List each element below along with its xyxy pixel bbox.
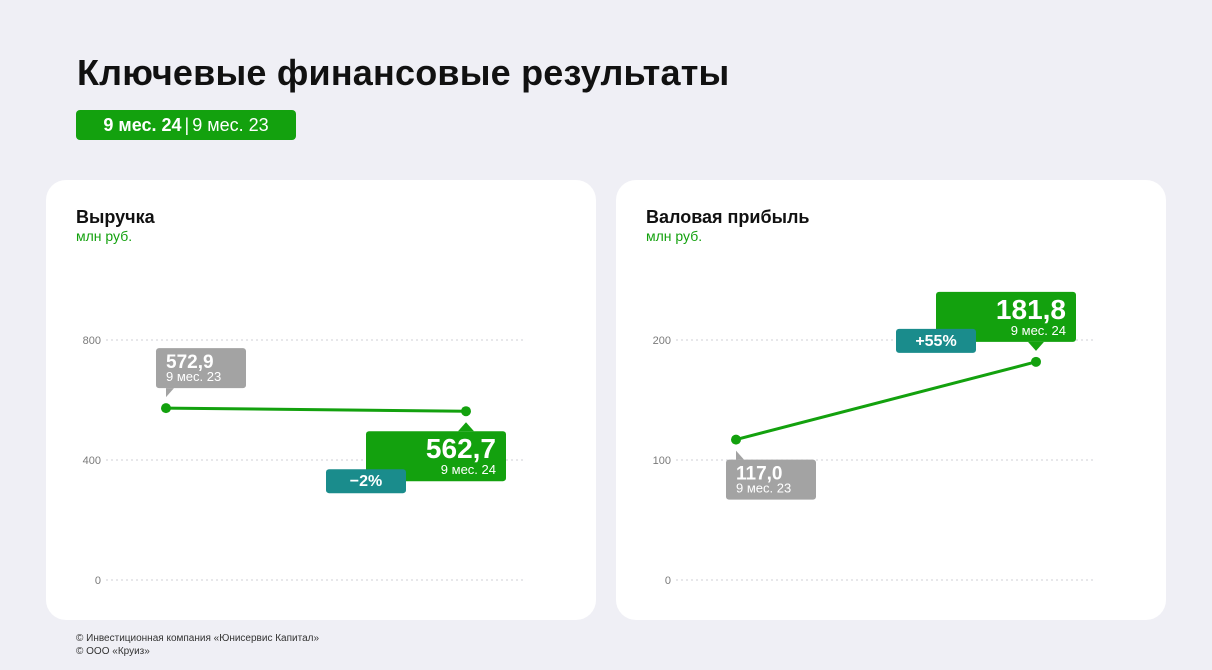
revenue-change-label: −2% — [350, 473, 382, 490]
gross-profit-card: Валовая прибыль млн руб. 0 100 200 117,0 9 м… — [616, 180, 1166, 620]
gross-profit-current-value-label: 181,8 — [996, 294, 1066, 325]
gross-profit-previous-callout-box — [726, 459, 816, 500]
revenue-previous-period-label: 9 мес. 23 — [166, 369, 221, 384]
gross-profit-y-tick-label: 200 — [653, 335, 671, 347]
period-separator: | — [184, 115, 190, 135]
revenue-y-tick-label: 400 — [83, 455, 101, 467]
revenue-previous-value-label: 572,9 — [166, 352, 214, 373]
revenue-change-badge-box — [326, 469, 406, 494]
revenue-y-tick-label: 0 — [95, 575, 101, 587]
gross-profit-previous-value-label: 117,0 — [736, 464, 783, 485]
gross-profit-data-point — [731, 434, 741, 445]
gross-profit-series-line — [734, 360, 1038, 442]
period-legend-badge: 9 мес. 24 | 9 мес. 23 — [76, 110, 296, 140]
revenue-chart-title: Выручка — [76, 207, 155, 227]
revenue-previous-callout-box — [156, 348, 246, 389]
revenue-unit-label: млн руб. — [76, 228, 133, 244]
gross-profit-data-point — [1031, 356, 1041, 367]
revenue-y-tick-label: 800 — [83, 335, 101, 347]
gross-profit-previous-callout-pointer — [736, 450, 744, 460]
revenue-previous-callout-pointer — [166, 388, 174, 398]
gross-profit-unit-label: млн руб. — [646, 228, 703, 244]
gross-profit-change-badge-box — [896, 328, 976, 353]
revenue-previous-callout: 572,99 мес. 23 — [156, 348, 246, 398]
gross-profit-current-callout-pointer — [1028, 341, 1044, 351]
revenue-current-callout-pointer — [458, 422, 474, 432]
revenue-change-badge: −2% — [326, 469, 406, 494]
copyright-line-2: © ООО «Круиз» — [76, 646, 150, 657]
revenue-current-callout: 562,79 мес. 24 — [366, 422, 506, 482]
revenue-current-period-label: 9 мес. 24 — [441, 462, 496, 477]
gross-profit-change-label: +55% — [915, 333, 956, 350]
gross-profit-y-tick-label: 0 — [665, 575, 671, 587]
page-title: Ключевые финансовые результаты — [77, 52, 730, 93]
gross-profit-chart: 0 100 200 117,09 мес. 23 181,89 мес. 24 +55% — [653, 291, 1096, 587]
copyright-line-1: © Инвестиционная компания «Юнисервис Кап… — [76, 633, 320, 644]
revenue-current-callout-box — [366, 431, 506, 482]
revenue-current-value-label: 562,7 — [426, 433, 496, 464]
period-current-label: 9 мес. 24 — [103, 115, 182, 135]
revenue-data-point — [461, 406, 471, 417]
revenue-series-line — [164, 406, 468, 413]
gross-profit-previous-callout: 117,09 мес. 23 — [726, 450, 816, 500]
gross-profit-change-badge: +55% — [896, 328, 976, 353]
revenue-data-point — [161, 403, 171, 414]
gross-profit-current-period-label: 9 мес. 24 — [1011, 323, 1066, 338]
gross-profit-chart-title: Валовая прибыль — [646, 207, 810, 227]
gross-profit-y-tick-label: 100 — [653, 455, 671, 467]
revenue-card: Выручка млн руб. 0 400 800 572,9 9 мес. 23 56… — [46, 180, 596, 620]
period-previous-label: 9 мес. 23 — [192, 115, 269, 135]
gross-profit-previous-period-label: 9 мес. 23 — [736, 481, 791, 496]
